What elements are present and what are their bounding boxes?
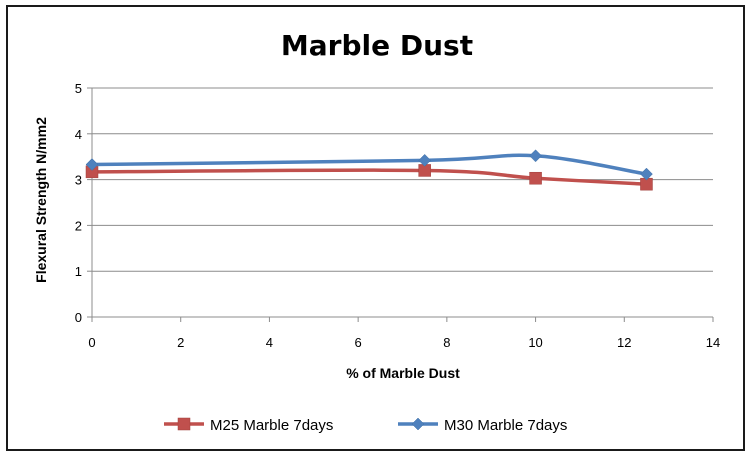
y-tick-label: 3 xyxy=(75,173,82,188)
x-tick-label: 12 xyxy=(617,335,631,350)
data-point xyxy=(529,171,542,185)
y-tick-label: 1 xyxy=(75,264,82,279)
chart-title: Marble Dust xyxy=(281,29,473,62)
legend-item-2: M30 Marble 7days xyxy=(398,417,567,434)
axes xyxy=(87,87,714,322)
legend-marker xyxy=(177,417,191,431)
x-tick-labels: 0 2 4 6 8 10 12 14 xyxy=(88,335,720,350)
legend-item-1: M25 Marble 7days xyxy=(164,417,333,434)
x-tick-label: 8 xyxy=(443,335,450,350)
x-tick-label: 6 xyxy=(355,335,362,350)
y-tick-label: 2 xyxy=(75,218,82,233)
y-tick-label: 0 xyxy=(75,310,82,325)
legend-marker xyxy=(411,417,425,431)
x-tick-label: 0 xyxy=(88,335,95,350)
y-tick-label: 4 xyxy=(75,127,82,142)
x-axis-label: % of Marble Dust xyxy=(346,365,460,381)
data-point xyxy=(640,167,653,181)
series-group xyxy=(85,149,653,191)
data-point xyxy=(85,158,99,171)
y-tick-labels: 0 1 2 3 4 5 xyxy=(75,81,82,325)
series-line xyxy=(91,168,647,186)
legend-label: M25 Marble 7days xyxy=(210,417,333,434)
data-point xyxy=(529,149,542,163)
legend-label: M30 Marble 7days xyxy=(444,417,567,434)
x-tick-label: 10 xyxy=(528,335,542,350)
gridlines xyxy=(92,87,713,272)
series-1 xyxy=(85,164,653,191)
data-point xyxy=(418,154,432,167)
series-2 xyxy=(85,149,653,181)
x-tick-label: 4 xyxy=(266,335,273,350)
x-tick-label: 14 xyxy=(706,335,720,350)
legend: M25 Marble 7days M30 Marble 7days xyxy=(164,417,567,434)
x-tick-label: 2 xyxy=(177,335,184,350)
y-tick-label: 5 xyxy=(75,81,82,96)
series-line xyxy=(91,153,647,176)
chart-frame xyxy=(6,5,745,451)
y-axis-label: Flexural Strength N/mm2 xyxy=(33,117,49,283)
